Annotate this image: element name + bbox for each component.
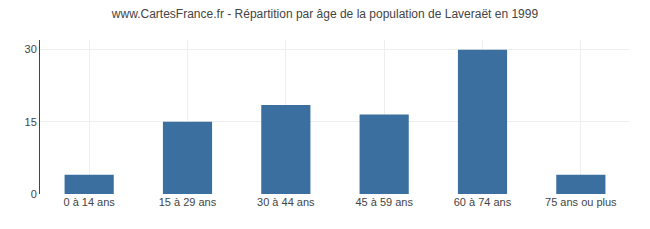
svg-text:30 à 44 ans: 30 à 44 ans xyxy=(257,196,315,208)
svg-text:0: 0 xyxy=(31,188,37,200)
svg-text:75 ans ou plus: 75 ans ou plus xyxy=(545,196,617,208)
svg-text:0 à 14 ans: 0 à 14 ans xyxy=(63,196,115,208)
svg-text:15 à 29 ans: 15 à 29 ans xyxy=(159,196,217,208)
svg-text:www.CartesFrance.fr - Répartit: www.CartesFrance.fr - Répartition par âg… xyxy=(111,7,539,21)
svg-text:30: 30 xyxy=(25,43,37,55)
svg-text:45 à 59 ans: 45 à 59 ans xyxy=(355,196,413,208)
svg-text:60 à 74 ans: 60 à 74 ans xyxy=(454,196,512,208)
svg-text:15: 15 xyxy=(25,116,37,128)
